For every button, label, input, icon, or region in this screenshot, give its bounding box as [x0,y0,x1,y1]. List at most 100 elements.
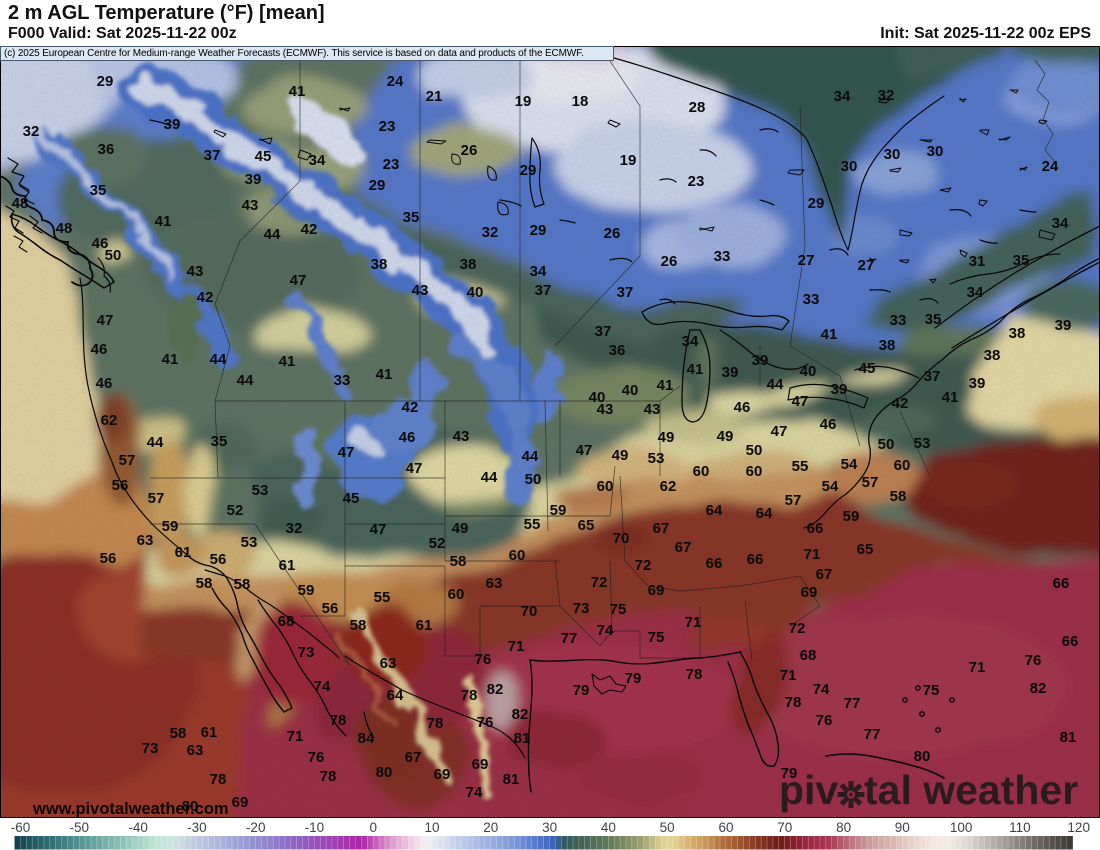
svg-text:28: 28 [689,99,706,116]
svg-text:59: 59 [298,582,315,599]
svg-text:26: 26 [461,142,478,159]
svg-text:30: 30 [884,146,901,163]
svg-text:75: 75 [610,601,627,618]
svg-text:32: 32 [23,123,40,140]
svg-text:66: 66 [1062,633,1079,650]
svg-text:80: 80 [182,798,199,815]
svg-text:26: 26 [661,253,678,270]
svg-text:47: 47 [97,312,114,329]
svg-text:61: 61 [175,544,192,561]
svg-text:47: 47 [576,442,593,459]
svg-text:34: 34 [834,88,851,105]
svg-text:27: 27 [798,252,815,269]
svg-text:piv: piv [779,767,838,813]
svg-text:66: 66 [1053,575,1070,592]
svg-text:64: 64 [706,502,723,519]
svg-text:58: 58 [890,488,907,505]
svg-text:68: 68 [800,647,817,664]
svg-text:68: 68 [278,613,295,630]
svg-text:34: 34 [309,152,326,169]
svg-text:30: 30 [542,820,557,835]
svg-text:72: 72 [635,557,652,574]
svg-text:34: 34 [1052,215,1069,232]
svg-text:56: 56 [322,600,339,617]
svg-text:-30: -30 [187,820,207,835]
svg-text:53: 53 [252,482,269,499]
svg-text:42: 42 [402,399,419,416]
svg-text:50: 50 [660,820,675,835]
svg-text:69: 69 [434,766,451,783]
svg-text:www.pivotalweather.com: www.pivotalweather.com [32,800,229,818]
svg-text:46: 46 [96,375,113,392]
svg-text:34: 34 [967,284,984,301]
svg-text:61: 61 [416,617,433,634]
svg-text:35: 35 [211,433,228,450]
svg-text:46: 46 [92,235,109,252]
svg-text:37: 37 [535,282,552,299]
svg-text:47: 47 [290,272,307,289]
svg-text:50: 50 [878,436,895,453]
svg-text:70: 70 [521,603,538,620]
svg-text:32: 32 [482,224,499,241]
svg-text:65: 65 [857,541,874,558]
svg-text:35: 35 [403,209,420,226]
svg-text:80: 80 [376,764,393,781]
svg-text:43: 43 [242,197,259,214]
svg-text:39: 39 [164,116,181,133]
svg-text:44: 44 [522,448,539,465]
svg-text:60: 60 [448,586,465,603]
svg-text:49: 49 [452,520,469,537]
svg-text:69: 69 [648,582,665,599]
svg-text:71: 71 [804,546,821,563]
svg-text:78: 78 [686,666,703,683]
svg-text:62: 62 [660,478,677,495]
svg-text:38: 38 [460,256,477,273]
svg-text:41: 41 [942,389,959,406]
svg-text:82: 82 [1030,680,1047,697]
svg-text:19: 19 [620,152,637,169]
svg-text:37: 37 [924,368,941,385]
svg-text:44: 44 [237,372,254,389]
svg-text:58: 58 [350,617,367,634]
svg-text:69: 69 [801,584,818,601]
svg-text:50: 50 [746,442,763,459]
svg-text:60: 60 [693,463,710,480]
svg-text:39: 39 [831,381,848,398]
svg-text:45: 45 [255,148,272,165]
svg-text:23: 23 [379,118,396,135]
svg-text:63: 63 [137,532,154,549]
svg-text:44: 44 [481,469,498,486]
svg-text:24: 24 [1042,158,1059,175]
svg-text:60: 60 [718,820,733,835]
svg-text:54: 54 [822,478,839,495]
svg-text:66: 66 [706,555,723,572]
svg-text:100: 100 [950,820,973,835]
svg-text:71: 71 [780,667,797,684]
svg-text:30: 30 [841,158,858,175]
svg-text:44: 44 [767,376,784,393]
svg-text:43: 43 [644,401,661,418]
svg-text:64: 64 [387,687,404,704]
svg-text:77: 77 [864,726,881,743]
svg-text:46: 46 [820,416,837,433]
svg-text:53: 53 [241,534,258,551]
svg-text:38: 38 [1009,325,1026,342]
svg-text:73: 73 [298,644,315,661]
svg-text:35: 35 [90,182,107,199]
svg-text:-20: -20 [246,820,266,835]
svg-text:43: 43 [412,282,429,299]
svg-text:67: 67 [816,566,833,583]
svg-text:66: 66 [807,520,824,537]
svg-text:50: 50 [105,247,122,264]
svg-text:78: 78 [320,768,337,785]
svg-text:71: 71 [969,659,986,676]
svg-text:49: 49 [612,447,629,464]
svg-text:47: 47 [792,393,809,410]
svg-text:57: 57 [785,492,802,509]
svg-text:41: 41 [279,353,296,370]
svg-text:32: 32 [878,87,895,104]
svg-text:46: 46 [734,399,751,416]
svg-text:57: 57 [119,452,136,469]
svg-text:29: 29 [369,177,386,194]
svg-text:35: 35 [925,311,942,328]
